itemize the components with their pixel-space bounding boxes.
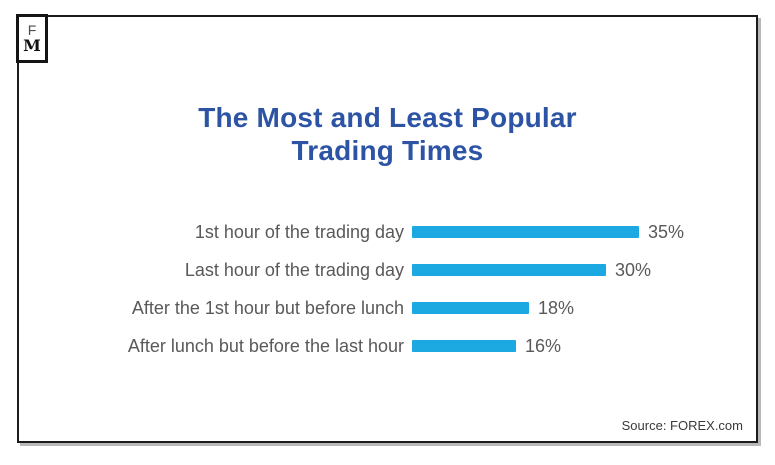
chart-title: The Most and Least Popular Trading Times (17, 101, 758, 167)
category-label: After lunch but before the last hour (127, 335, 404, 356)
logo-letter-f: F (27, 21, 37, 38)
category-label: Last hour of the trading day (184, 259, 404, 280)
value-label: 18% (538, 297, 575, 318)
logo-letter-m: M (23, 35, 41, 55)
chart-row: After the 1st hour but before lunch 18% (0, 289, 775, 327)
value-label: 16% (525, 335, 562, 356)
value-label: 30% (615, 259, 652, 280)
chart-row: After lunch but before the last hour 16% (0, 327, 775, 365)
value-label: 35% (648, 221, 685, 242)
brand-logo: F M (16, 14, 48, 63)
bar (412, 340, 516, 352)
source-attribution: Source: FOREX.com (621, 418, 743, 433)
bar (412, 264, 606, 276)
chart-title-line2: Trading Times (291, 135, 484, 166)
category-label: 1st hour of the trading day (194, 221, 404, 242)
bar (412, 302, 529, 314)
chart-title-line1: The Most and Least Popular (198, 102, 577, 133)
chart-row: Last hour of the trading day 30% (0, 251, 775, 289)
bar-chart: 1st hour of the trading day 35% Last hou… (0, 213, 775, 365)
category-label: After the 1st hour but before lunch (131, 297, 404, 318)
chart-row: 1st hour of the trading day 35% (0, 213, 775, 251)
bar (412, 226, 639, 238)
